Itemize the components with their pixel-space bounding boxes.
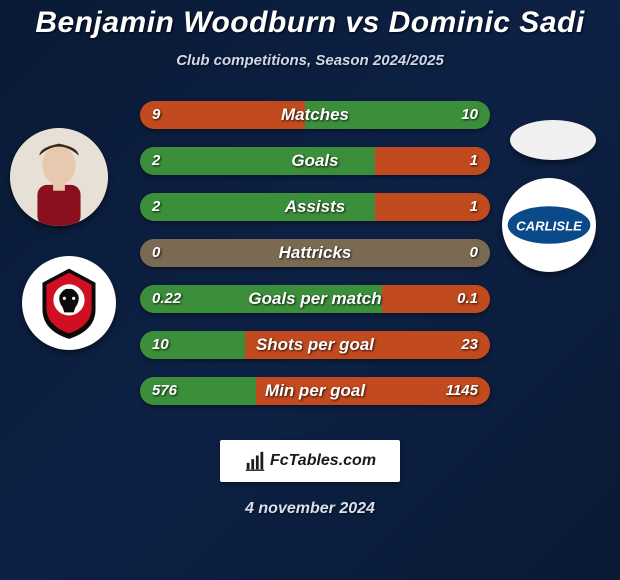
stat-value-p1: 2 [152, 147, 160, 175]
stat-value-p2: 10 [461, 101, 478, 129]
stat-label: Assists [140, 193, 490, 221]
stat-value-p1: 576 [152, 377, 177, 405]
date-label: 4 november 2024 [0, 500, 620, 518]
stat-value-p1: 0 [152, 239, 160, 267]
stat-row: Goals per match0.22 0.1 [140, 285, 490, 313]
stat-label: Shots per goal [140, 331, 490, 359]
stat-label: Goals per match [140, 285, 490, 313]
stat-row: Min per goal576 1145 [140, 377, 490, 405]
stat-value-p2: 1 [470, 193, 478, 221]
attribution-text: FcTables.com [270, 452, 376, 470]
stat-label: Min per goal [140, 377, 490, 405]
header: Benjamin Woodburn vs Dominic Sadi Club c… [0, 0, 620, 69]
stat-value-p2: 0 [470, 239, 478, 267]
stat-row: Goals2 1 [140, 147, 490, 175]
stat-value-p2: 1145 [446, 377, 478, 405]
stat-value-p1: 9 [152, 101, 160, 129]
stat-row: Assists2 1 [140, 193, 490, 221]
stat-label: Goals [140, 147, 490, 175]
stat-bars-container: Matches910Goals21Assists21Hattricks00Goa… [140, 101, 490, 423]
stat-value-p2: 0.1 [457, 285, 478, 313]
attribution-badge: FcTables.com [220, 440, 400, 482]
stat-value-p2: 23 [461, 331, 478, 359]
stat-value-p2: 1 [470, 147, 478, 175]
stat-row: Shots per goal10 23 [140, 331, 490, 359]
stat-label: Matches [140, 101, 490, 129]
stats-area: Matches910Goals21Assists21Hattricks00Goa… [0, 101, 620, 421]
chart-icon [244, 450, 266, 472]
page-title: Benjamin Woodburn vs Dominic Sadi [0, 6, 620, 40]
stat-row: Matches9 10 [140, 101, 490, 129]
stat-label: Hattricks [140, 239, 490, 267]
stat-value-p1: 0.22 [152, 285, 181, 313]
stat-value-p1: 10 [152, 331, 169, 359]
stat-value-p1: 2 [152, 193, 160, 221]
stat-row: Hattricks0 0 [140, 239, 490, 267]
page-subtitle: Club competitions, Season 2024/2025 [0, 52, 620, 69]
